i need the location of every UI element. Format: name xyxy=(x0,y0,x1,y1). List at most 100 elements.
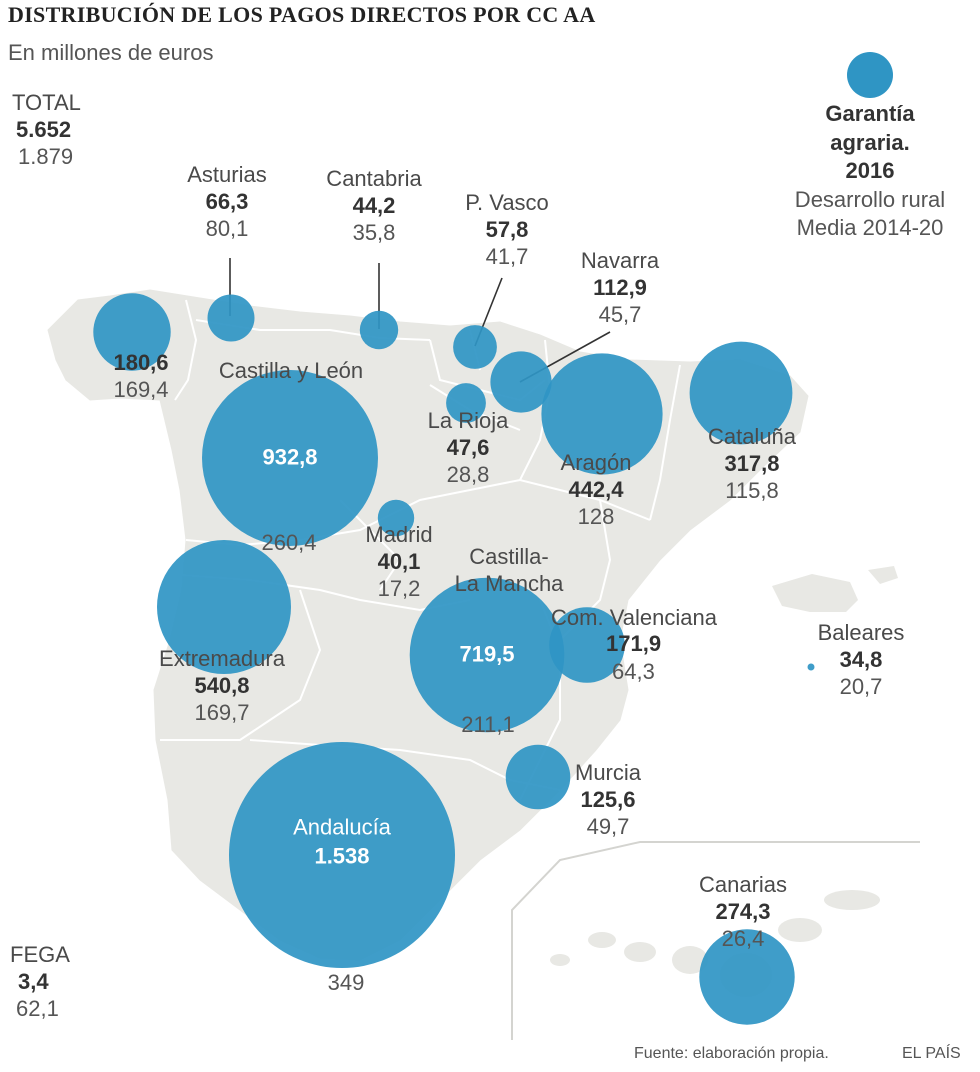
asturias-desarrollo: 80,1 xyxy=(205,215,249,241)
baleares-garantia: 34,8 xyxy=(839,646,883,672)
label-castilla-mancha-desarrollo: 211,1 xyxy=(461,712,514,739)
extremadura-garantia: 540,8 xyxy=(194,672,250,698)
bubble-asturias xyxy=(207,294,255,342)
legend-desarrollo-line1: Desarrollo rural xyxy=(794,186,946,212)
valenciana-desarrollo: 64,3 xyxy=(612,659,655,684)
canarias-garantia: 274,3 xyxy=(715,898,771,924)
navarra-desarrollo: 45,7 xyxy=(598,301,642,327)
legend-garantia-line2: agraria. xyxy=(830,129,910,155)
chart-subtitle: En millones de euros xyxy=(8,40,214,65)
total-garantia: 5.652 xyxy=(16,116,72,142)
murcia-name: Murcia xyxy=(574,760,642,785)
label-pvasco: P. Vasco 57,8 41,7 xyxy=(465,190,549,270)
cantabria-desarrollo: 35,8 xyxy=(352,219,396,245)
madrid-name: Madrid xyxy=(365,522,433,547)
bubble-navarra xyxy=(490,351,552,413)
castilla-leon-garantia: 932,8 xyxy=(262,444,318,470)
baleares-islands xyxy=(772,574,858,612)
cataluna-garantia: 317,8 xyxy=(724,450,780,476)
andalucia-name: Andalucía xyxy=(293,814,391,840)
label-galicia: 180,6 169,4 xyxy=(113,350,168,404)
aragon-desarrollo: 128 xyxy=(577,503,615,529)
castilla-mancha-desarrollo: 211,1 xyxy=(461,712,515,737)
castilla-mancha-name-line2: La Mancha xyxy=(454,570,564,596)
valenciana-desarrollo-wrap: 64,3 xyxy=(612,659,655,686)
andalucia-desarrollo: 349 xyxy=(327,970,365,995)
label-castilla-leon-name: Castilla y León xyxy=(219,358,363,385)
extremadura-desarrollo: 169,7 xyxy=(194,699,250,725)
galicia-desarrollo: 169,4 xyxy=(113,376,169,402)
bubble-madrid xyxy=(377,499,415,537)
pvasco-garantia: 57,8 xyxy=(485,216,529,242)
castilla-mancha-name-line1: Castilla- xyxy=(469,544,549,569)
valenciana-garantia: 171,9 xyxy=(606,631,662,656)
legend-desarrollo-line2: Media 2014-20 xyxy=(796,215,944,241)
total-desarrollo: 1.879 xyxy=(18,143,74,169)
navarra-garantia: 112,9 xyxy=(593,274,647,300)
label-baleares: Baleares 34,8 20,7 xyxy=(818,620,905,700)
canarias-inset-frame xyxy=(511,841,920,1040)
label-extremadura: Extremadura 540,8 169,7 xyxy=(159,646,285,726)
label-navarra: Navarra 112,9 45,7 xyxy=(581,248,659,328)
brand-label: EL PAÍS xyxy=(902,1045,961,1062)
bubble-canarias xyxy=(699,929,795,1025)
larioja-garantia: 47,6 xyxy=(446,434,490,460)
fega-block: FEGA 3,4 62,1 xyxy=(10,942,70,1022)
galicia-garantia: 180,6 xyxy=(113,350,169,375)
cantabria-garantia: 44,2 xyxy=(352,192,396,218)
label-asturias: Asturias 66,3 80,1 xyxy=(187,162,266,242)
pvasco-desarrollo: 41,7 xyxy=(485,243,529,269)
bubble-castilla-leon xyxy=(202,370,378,546)
bubble-larioja xyxy=(446,383,486,423)
cataluna-desarrollo: 115,8 xyxy=(725,477,779,503)
label-cataluna: Cataluña 317,8 115,8 xyxy=(708,424,796,504)
valenciana-name: Com. Valenciana xyxy=(551,605,717,630)
madrid-desarrollo: 17,2 xyxy=(377,575,421,601)
cataluna-name: Cataluña xyxy=(707,424,797,449)
legend-garantia-line3: 2016 xyxy=(845,158,895,184)
andalucia-garantia: 1.538 xyxy=(314,843,370,868)
bubble-murcia xyxy=(505,744,571,810)
label-madrid: Madrid 40,1 17,2 xyxy=(365,522,432,602)
bubble-baleares xyxy=(807,663,815,671)
bubble-galicia xyxy=(93,293,171,371)
asturias-garantia: 66,3 xyxy=(205,188,249,214)
larioja-desarrollo: 28,8 xyxy=(446,461,490,487)
label-castilla-leon-desarrollo: 260,4 xyxy=(261,530,316,557)
source-note: Fuente: elaboración propia. xyxy=(634,1045,829,1062)
bubble-andalucia xyxy=(229,742,455,968)
total-label: TOTAL xyxy=(12,90,81,115)
label-aragon: Aragón 442,4 128 xyxy=(561,450,632,530)
legend: Garantía agraria. 2016 Desarrollo rural … xyxy=(795,100,945,243)
label-andalucia-inner: Andalucía 1.538 xyxy=(293,813,391,870)
bubble-cataluna xyxy=(689,341,793,445)
label-larioja: La Rioja 47,6 28,8 xyxy=(428,408,509,488)
legend-bubble xyxy=(847,52,893,98)
chart-title: DISTRIBUCIÓN DE LOS PAGOS DIRECTOS POR C… xyxy=(8,2,596,27)
label-cantabria: Cantabria 44,2 35,8 xyxy=(326,166,421,246)
total-block: TOTAL 5.652 1.879 xyxy=(12,90,81,170)
castilla-leon-name: Castilla y León xyxy=(218,358,364,383)
navarra-name: Navarra xyxy=(580,248,660,273)
aragon-name: Aragón xyxy=(560,450,632,475)
baleares-name: Baleares xyxy=(817,620,905,645)
larioja-name: La Rioja xyxy=(427,408,509,433)
bubble-cantabria xyxy=(359,310,399,350)
baleares-small-island xyxy=(868,566,898,584)
madrid-garantia: 40,1 xyxy=(377,548,421,574)
label-castilla-mancha-name: Castilla- La Mancha xyxy=(455,544,564,598)
fega-desarrollo: 62,1 xyxy=(16,995,59,1021)
cantabria-name: Cantabria xyxy=(326,166,422,191)
fega-label: FEGA xyxy=(10,942,70,967)
label-murcia: Murcia 125,6 49,7 xyxy=(575,760,641,840)
murcia-garantia: 125,6 xyxy=(580,786,636,812)
fega-garantia: 3,4 xyxy=(18,968,49,994)
extremadura-name: Extremadura xyxy=(159,646,285,671)
murcia-desarrollo: 49,7 xyxy=(586,813,630,839)
bubble-castilla-mancha xyxy=(409,577,565,733)
canarias-name: Canarias xyxy=(698,872,788,897)
baleares-desarrollo: 20,7 xyxy=(839,673,883,699)
label-canarias: Canarias 274,3 26,4 xyxy=(699,872,787,952)
pvasco-name: P. Vasco xyxy=(465,190,549,215)
